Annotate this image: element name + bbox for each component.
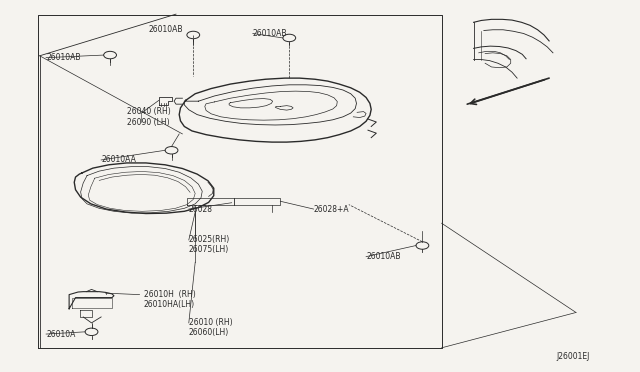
Text: 26025(RH): 26025(RH): [189, 235, 230, 244]
Text: 26040 (RH): 26040 (RH): [127, 107, 170, 116]
Text: 26060(LH): 26060(LH): [189, 328, 229, 337]
Text: 26010AA: 26010AA: [101, 155, 136, 164]
Text: 26028: 26028: [189, 205, 212, 214]
Text: 26010AB: 26010AB: [148, 25, 183, 33]
Text: 26090 (LH): 26090 (LH): [127, 118, 170, 126]
Text: 26010AB: 26010AB: [366, 252, 401, 261]
Text: 26010AB: 26010AB: [46, 53, 81, 62]
Text: J26001EJ: J26001EJ: [557, 352, 590, 361]
Text: 26075(LH): 26075(LH): [189, 246, 229, 254]
Text: 26010 (RH): 26010 (RH): [189, 318, 232, 327]
Text: 26028+A: 26028+A: [314, 205, 349, 214]
Text: 26010HA(LH): 26010HA(LH): [144, 300, 195, 309]
Text: 26010AB: 26010AB: [253, 29, 287, 38]
Text: 26010A: 26010A: [46, 330, 76, 339]
Text: 26010H  (RH): 26010H (RH): [144, 290, 196, 299]
